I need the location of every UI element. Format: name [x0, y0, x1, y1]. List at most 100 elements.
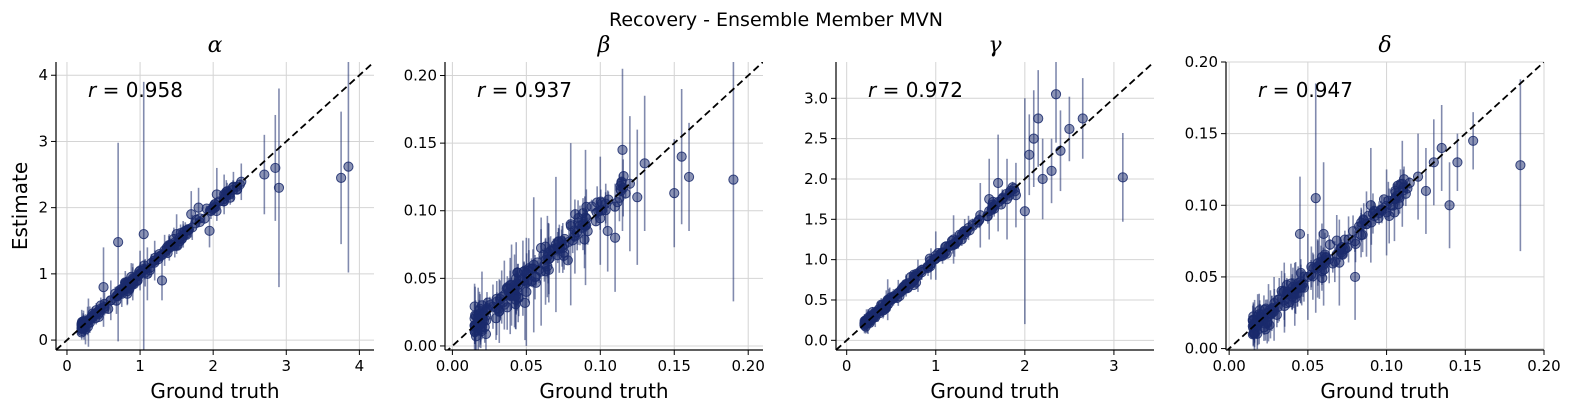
data-point	[1033, 113, 1044, 124]
x-tick-label: 0.10	[1370, 357, 1403, 375]
panel-title: γ	[988, 33, 1002, 58]
correlation-annotation: r = 0.958	[88, 78, 183, 102]
data-point	[1378, 194, 1390, 205]
data-point	[1019, 206, 1030, 217]
y-tick-label: 2.0	[804, 170, 828, 188]
x-tick-label: 0.15	[658, 357, 691, 375]
data-point	[1397, 178, 1408, 189]
panel-beta: 0.00 0.05 0.10 0.15 0.20 0.00 0.05 0.10 0.15 0.20…	[404, 33, 765, 403]
correlation-value: = 0.958	[96, 78, 183, 102]
y-axis-label: Estimate	[8, 162, 32, 250]
y-tick-label: 0.5	[804, 291, 828, 309]
y-tick-label: 1.0	[804, 251, 828, 269]
data-point	[1389, 207, 1400, 218]
data-point	[1296, 282, 1307, 293]
data-point	[521, 275, 532, 286]
x-tick-label: 0.20	[732, 357, 765, 375]
correlation-symbol: r	[477, 78, 487, 102]
data-point	[1444, 200, 1455, 211]
x-tick-label: 0.10	[584, 357, 617, 375]
data-point	[204, 225, 215, 236]
data-point	[609, 201, 620, 212]
data-point	[186, 209, 197, 220]
correlation-symbol: r	[88, 78, 98, 102]
figure-title: Recovery - Ensemble Member MVN	[609, 9, 943, 31]
panel-gamma: 0 1 2 3 0.0 0.5 1.0 1.5 2.0 2.5 3.0 γ Ground truth r …	[804, 33, 1154, 403]
data-point	[1365, 200, 1376, 211]
data-point	[193, 202, 204, 213]
x-tick-label: 1	[135, 357, 145, 375]
data-point	[1318, 228, 1329, 240]
identity-line	[836, 62, 1154, 350]
data-point	[521, 286, 532, 297]
data-point	[993, 177, 1004, 189]
data-point	[113, 236, 124, 248]
x-tick-label: 0.15	[1449, 357, 1482, 375]
data-point	[480, 328, 492, 340]
identity-line	[1226, 62, 1544, 350]
data-point	[609, 232, 621, 243]
data-point	[1279, 300, 1290, 312]
data-point	[1037, 173, 1048, 185]
data-point	[632, 192, 643, 203]
y-tick-label: 3.0	[804, 89, 828, 107]
data-point	[602, 225, 613, 237]
data-point	[1117, 172, 1128, 183]
x-tick-label: 3	[1109, 357, 1119, 375]
data-point	[1024, 149, 1035, 160]
plot-area	[446, 62, 763, 350]
correlation-symbol: r	[868, 78, 878, 102]
correlation-value: = 0.947	[1266, 78, 1353, 102]
y-tick-label: 4	[38, 66, 48, 84]
data-point	[476, 300, 488, 311]
y-tick-label: 0.20	[1185, 53, 1218, 71]
data-point	[138, 229, 149, 240]
y-tick-label: 2	[38, 199, 48, 217]
panel-delta: 0.00 0.05 0.10 0.15 0.20 0.00 0.05 0.10 0.15 0.20…	[1185, 33, 1561, 403]
data-point	[98, 282, 109, 293]
y-tick-label: 0.10	[404, 202, 437, 220]
plot-area	[56, 62, 374, 350]
data-point	[550, 239, 562, 250]
data-point	[171, 229, 182, 240]
data-point	[676, 151, 687, 162]
correlation-annotation: r = 0.937	[477, 78, 572, 102]
data-point	[336, 172, 347, 183]
data-point	[1420, 185, 1432, 197]
plot-area	[836, 62, 1154, 350]
data-point	[227, 182, 238, 193]
correlation-annotation: r = 0.947	[1258, 78, 1353, 102]
x-axis-label: Ground truth	[150, 379, 279, 403]
data-point	[639, 158, 650, 169]
data-point	[579, 234, 590, 245]
y-tick-label: 0.20	[404, 67, 437, 85]
x-tick-label: 0	[842, 357, 852, 375]
y-tick-label: 0.15	[1185, 125, 1218, 143]
x-tick-label: 2	[208, 357, 218, 375]
data-point	[1356, 217, 1367, 228]
correlation-value: = 0.972	[876, 78, 963, 102]
data-point	[1349, 271, 1361, 283]
y-tick-label: 0.15	[404, 134, 437, 152]
data-point	[570, 209, 581, 220]
y-tick-label: 0.05	[404, 269, 437, 287]
data-point	[565, 219, 576, 230]
data-point	[1279, 286, 1290, 297]
correlation-annotation: r = 0.972	[868, 78, 963, 102]
data-point	[156, 275, 168, 286]
identity-line	[56, 62, 374, 350]
data-point	[1010, 190, 1022, 201]
y-tick-label: 0.00	[1185, 340, 1218, 358]
x-tick-label: 1	[931, 357, 941, 375]
x-tick-label: 0	[62, 357, 72, 375]
data-point	[1319, 249, 1331, 260]
data-point	[683, 171, 695, 183]
data-point	[1077, 113, 1088, 124]
y-tick-label: 0.0	[804, 331, 828, 349]
data-point	[1452, 157, 1463, 168]
x-tick-label: 0.00	[436, 357, 469, 375]
data-point	[1316, 266, 1328, 277]
plot-area	[1226, 62, 1544, 350]
data-point	[940, 247, 951, 258]
